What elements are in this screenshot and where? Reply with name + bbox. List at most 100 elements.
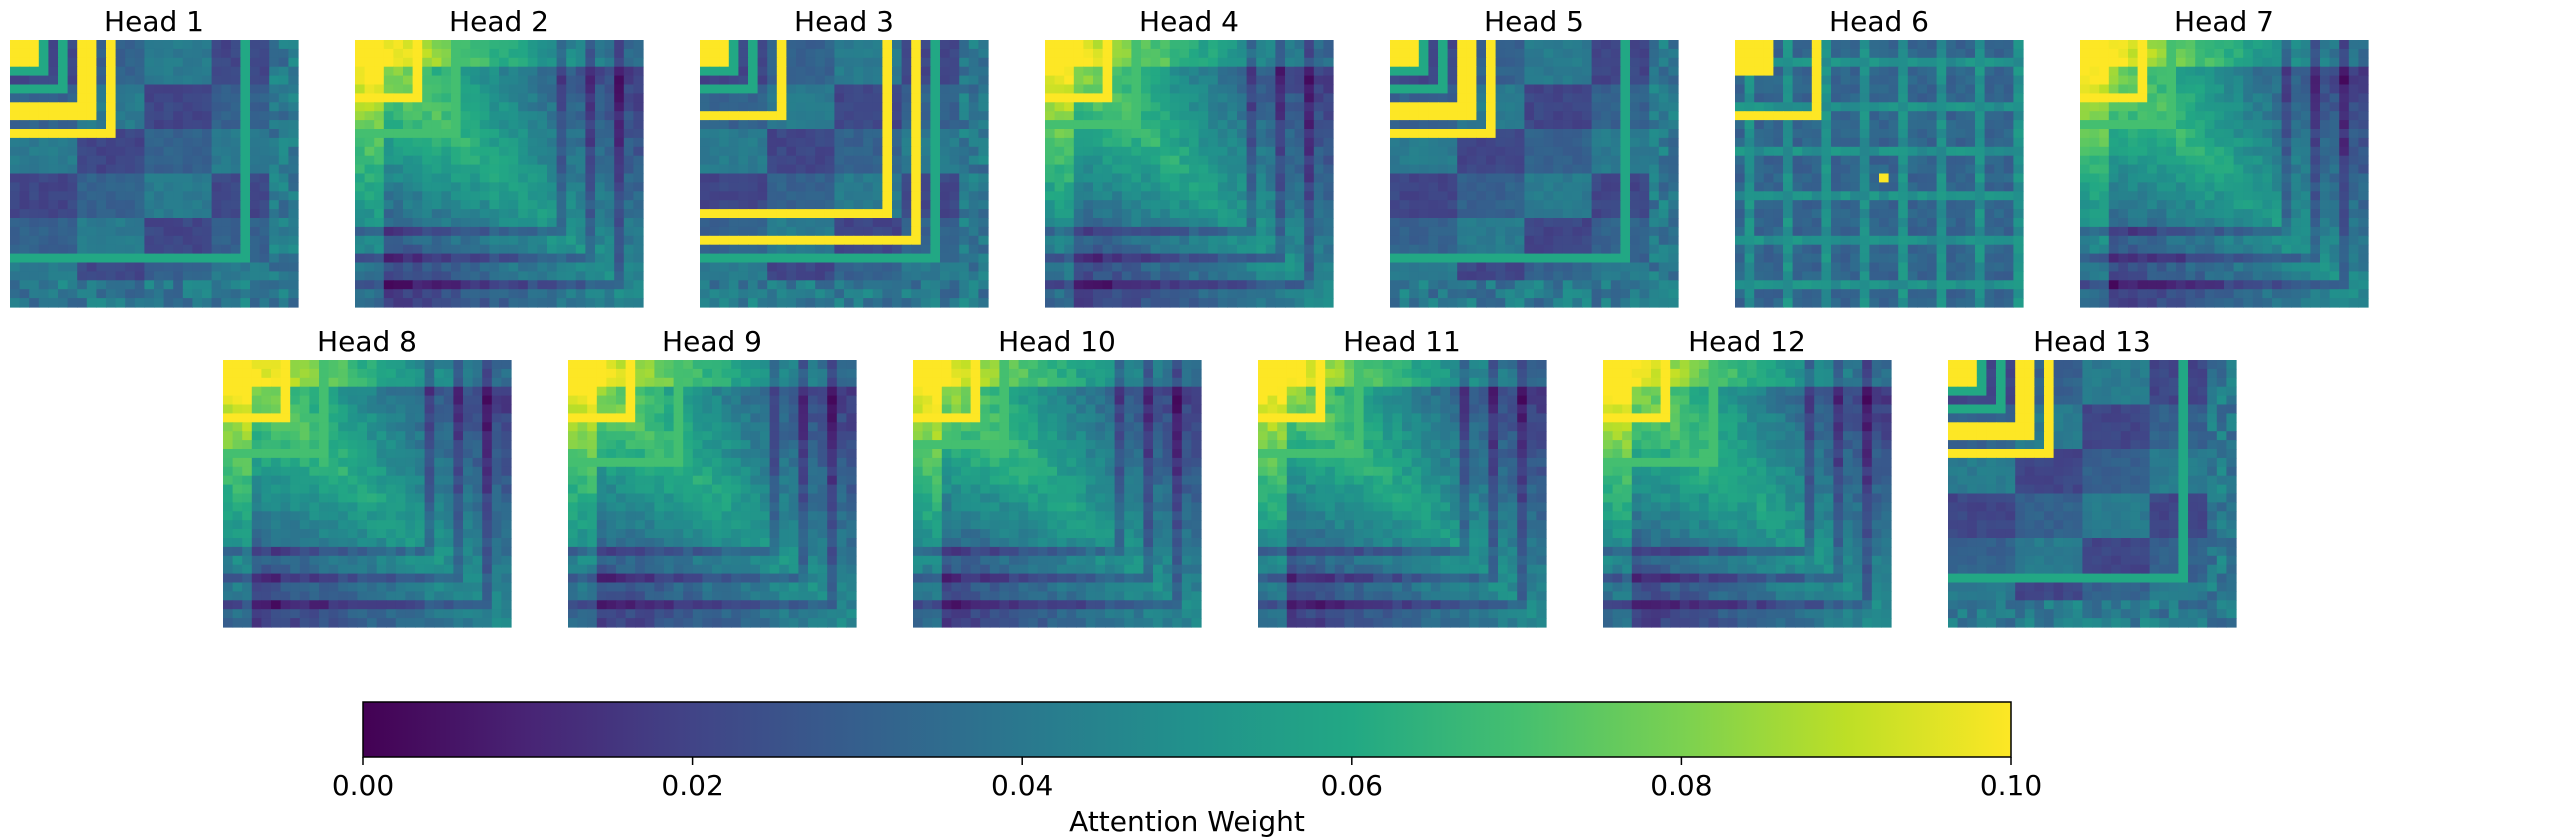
heatmap-cell: [182, 111, 193, 121]
heatmap-cell: [518, 93, 529, 103]
heatmap-cell: [786, 200, 797, 210]
heatmap-cell: [767, 155, 778, 166]
heatmap-cell: [451, 48, 462, 59]
heatmap-cell: [786, 280, 797, 290]
heatmap-cell: [1083, 209, 1094, 219]
heatmap-cell: [585, 57, 596, 68]
heatmap-cell: [863, 280, 874, 290]
heatmap-cell: [1486, 57, 1497, 68]
heatmap-cell: [728, 129, 739, 139]
heatmap-cell: [211, 173, 222, 183]
heatmap-cell: [144, 298, 155, 308]
heatmap-cell: [1294, 289, 1305, 299]
heatmap-cell: [1859, 40, 1870, 50]
heatmap-cell: [595, 289, 606, 299]
heatmap-cell: [269, 226, 280, 237]
heatmap-cell: [96, 40, 107, 50]
heatmap-cell: [978, 102, 989, 112]
heatmap-cell: [96, 66, 107, 77]
heatmap-cell: [2003, 102, 2014, 112]
heatmap-cell: [1936, 75, 1947, 86]
heatmap-cell: [547, 271, 558, 281]
heatmap-cell: [604, 253, 615, 264]
heatmap-cell: [393, 57, 404, 68]
heatmap-cell: [767, 75, 778, 86]
heatmap-cell: [154, 111, 165, 121]
heatmap-cell: [499, 298, 510, 308]
heatmap-cell: [940, 226, 951, 237]
heatmap-cell: [383, 48, 394, 59]
heatmap-cell: [1514, 218, 1525, 228]
heatmap-cell: [1102, 84, 1113, 94]
heatmap-cell: [1562, 200, 1573, 210]
heatmap-cell: [374, 271, 385, 281]
heatmap-cell: [1955, 173, 1966, 183]
heatmap-cell: [1131, 280, 1142, 290]
heatmap-cell: [1169, 244, 1180, 255]
heatmap-cell: [499, 289, 510, 299]
heatmap-cell: [115, 235, 126, 246]
heatmap-cell: [1524, 298, 1535, 308]
heatmap-cell: [1754, 182, 1765, 192]
heatmap-cell: [470, 289, 481, 299]
heatmap-cell: [1294, 191, 1305, 201]
heatmap-cell: [767, 93, 778, 103]
heatmap-cell: [844, 93, 855, 103]
heatmap-cell: [1246, 66, 1257, 77]
heatmap-cell: [949, 40, 960, 50]
heatmap-cell: [10, 40, 21, 50]
heatmap-cell: [1668, 262, 1679, 272]
heatmap-cell: [364, 75, 375, 86]
heatmap-cell: [1821, 111, 1832, 121]
heatmap-cell: [1869, 164, 1880, 175]
heatmap-cell: [1591, 226, 1602, 237]
heatmap-cell: [1466, 182, 1477, 192]
heatmap-cell: [1514, 271, 1525, 281]
heatmap-cell: [1265, 298, 1276, 308]
heatmap-cell: [1054, 75, 1065, 86]
heatmap-cell: [1534, 209, 1545, 219]
heatmap-cell: [202, 209, 213, 219]
heatmap-cell: [1888, 155, 1899, 166]
heatmap-cell: [451, 146, 462, 157]
heatmap-cell: [125, 244, 136, 255]
heatmap-cell: [1744, 129, 1755, 139]
heatmap-cell: [1821, 137, 1832, 148]
heatmap-cell: [892, 66, 903, 77]
heatmap-cell: [1428, 111, 1439, 121]
heatmap-cell: [173, 129, 184, 139]
heatmap-cell: [1409, 226, 1420, 237]
heatmap-cell: [250, 155, 261, 166]
heatmap-cell: [1658, 244, 1669, 255]
heatmap-cell: [278, 66, 289, 77]
heatmap-cell: [815, 182, 826, 192]
heatmap-cell: [29, 102, 40, 112]
heatmap-cell: [1237, 146, 1248, 157]
heatmap-cell: [1476, 226, 1487, 237]
heatmap-cell: [211, 235, 222, 246]
heatmap-cell: [508, 244, 519, 255]
heatmap-cell: [259, 155, 270, 166]
heatmap-cell: [1256, 66, 1267, 77]
heatmap-cell: [614, 120, 625, 130]
heatmap-cell: [930, 298, 941, 308]
heatmap-cell: [585, 173, 596, 183]
heatmap-cell: [959, 164, 970, 175]
heatmap-cell: [125, 57, 136, 68]
heatmap-cell: [1879, 129, 1890, 139]
heatmap-cell: [556, 75, 567, 86]
heatmap-cell: [1859, 120, 1870, 130]
heatmap-cell: [1601, 66, 1612, 77]
heatmap-cell: [115, 120, 126, 130]
heatmap-cell: [1131, 40, 1142, 50]
heatmap-cell: [1112, 93, 1123, 103]
heatmap-cell: [1294, 137, 1305, 148]
heatmap-cell: [844, 289, 855, 299]
heatmap-cell: [1582, 280, 1593, 290]
heatmap-cell: [585, 280, 596, 290]
heatmap-cell: [537, 289, 548, 299]
heatmap-cell: [518, 209, 529, 219]
heatmap-cell: [470, 48, 481, 59]
heatmap-cell: [1907, 173, 1918, 183]
heatmap-cell: [240, 298, 251, 308]
